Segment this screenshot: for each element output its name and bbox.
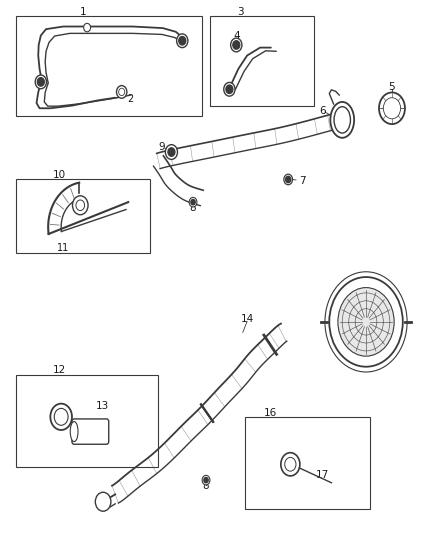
Circle shape — [204, 478, 208, 483]
Bar — [16, 180, 150, 253]
Text: 10: 10 — [53, 170, 66, 180]
Ellipse shape — [334, 107, 350, 133]
Circle shape — [284, 174, 293, 185]
Circle shape — [84, 23, 91, 32]
Circle shape — [35, 75, 46, 89]
Text: 11: 11 — [57, 243, 70, 253]
Text: 16: 16 — [264, 408, 278, 417]
Circle shape — [383, 98, 401, 119]
Text: 9: 9 — [159, 142, 165, 152]
Circle shape — [72, 196, 88, 215]
Text: 3: 3 — [237, 7, 244, 17]
Circle shape — [285, 457, 296, 471]
Text: 12: 12 — [53, 366, 66, 375]
Circle shape — [325, 272, 407, 372]
Bar — [210, 16, 314, 106]
Circle shape — [233, 41, 240, 49]
Circle shape — [117, 86, 127, 98]
Circle shape — [224, 83, 235, 96]
Circle shape — [286, 176, 291, 183]
Circle shape — [202, 475, 210, 485]
Text: 6: 6 — [319, 106, 326, 116]
Text: 5: 5 — [389, 82, 395, 92]
Circle shape — [231, 38, 242, 52]
Text: 1: 1 — [79, 7, 86, 17]
Circle shape — [338, 288, 394, 356]
Circle shape — [54, 408, 68, 425]
Text: 15: 15 — [374, 284, 388, 294]
Ellipse shape — [330, 102, 354, 138]
Circle shape — [50, 403, 72, 430]
Circle shape — [95, 492, 111, 511]
Circle shape — [179, 37, 186, 45]
Circle shape — [168, 148, 175, 156]
Circle shape — [191, 199, 195, 205]
Bar — [245, 417, 371, 509]
Circle shape — [281, 453, 300, 476]
Text: 7: 7 — [299, 175, 305, 185]
Text: 8: 8 — [190, 204, 196, 214]
Text: 13: 13 — [95, 401, 109, 411]
Text: 2: 2 — [127, 94, 134, 104]
Bar — [16, 16, 202, 116]
Ellipse shape — [70, 422, 78, 442]
Circle shape — [37, 78, 44, 86]
Circle shape — [189, 197, 197, 207]
Text: 8: 8 — [203, 481, 209, 491]
Circle shape — [177, 34, 188, 47]
Text: 4: 4 — [233, 31, 240, 41]
Circle shape — [329, 277, 403, 367]
Bar — [16, 375, 159, 467]
Text: 17: 17 — [316, 470, 329, 480]
FancyBboxPatch shape — [72, 419, 109, 444]
Circle shape — [379, 92, 405, 124]
Text: 14: 14 — [240, 314, 254, 324]
Circle shape — [76, 200, 85, 211]
Circle shape — [166, 144, 177, 159]
Circle shape — [119, 88, 125, 95]
Circle shape — [226, 85, 233, 93]
